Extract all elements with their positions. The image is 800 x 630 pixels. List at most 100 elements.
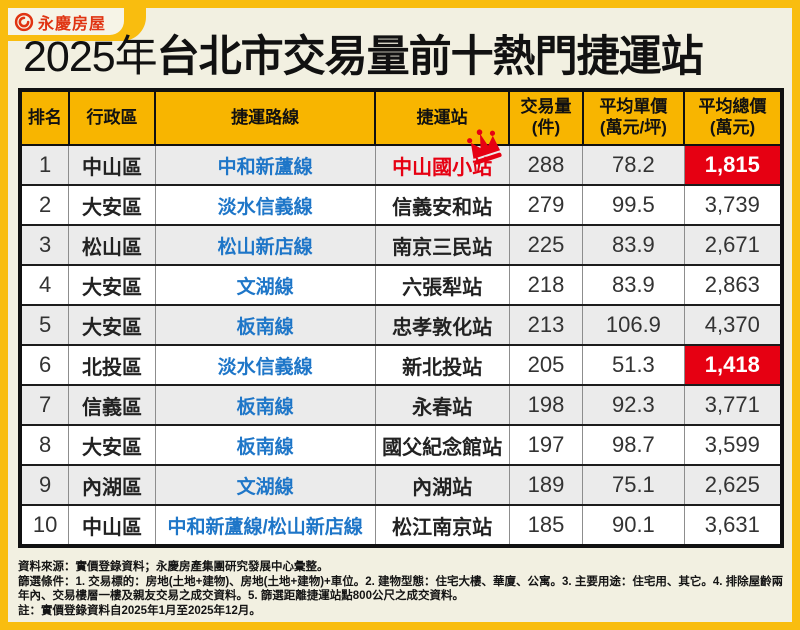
header-district: 行政區 (67, 89, 157, 146)
header-volume: 交易量 (件) (508, 89, 584, 146)
table-row: 7 信義區 板南線 永春站 198 92.3 3,771 (19, 384, 783, 425)
cell-volume: 198 (508, 384, 584, 425)
period-note: 註：實價登錄資料自2025年1月至2025年12月。 (18, 604, 788, 619)
cell-mrt-line: 淡水信義線 (154, 184, 376, 225)
table-row: 2 大安區 淡水信義線 信義安和站 279 99.5 3,739 (19, 184, 783, 225)
table-row: 9 內湖區 文湖線 內湖站 189 75.1 2,625 (19, 464, 783, 505)
cell-district: 大安區 (68, 184, 156, 225)
table-row: 3 松山區 松山新店線 南京三民站 225 83.9 2,671 (19, 224, 783, 265)
cell-total-price: 2,671 (683, 224, 783, 265)
page-title: 2025年台北市交易量前十熱門捷運站 (23, 33, 704, 81)
title-main-text: 台北市交易量前十熱門捷運站 (156, 33, 704, 81)
cell-district: 松山區 (68, 224, 156, 265)
period-text: 實價登錄資料自2025年1月至2025年12月。 (41, 604, 261, 617)
header-mrt-line: 捷運路線 (154, 89, 377, 146)
cell-rank: 5 (19, 304, 70, 345)
cell-mrt-line: 板南線 (154, 384, 376, 425)
ranking-table: 排名 行政區 捷運路線 捷運站 交易量 (件) 平均單價 (萬元/坪) 平均總價 (萬… (18, 88, 784, 548)
cell-station: 信義安和站 (374, 184, 510, 225)
cell-unit-price: 99.5 (582, 184, 685, 225)
cell-mrt-line: 板南線 (154, 424, 376, 465)
source-note: 資料來源：實價登錄資料；永慶房產集團研究發展中心彙整。 (18, 560, 788, 575)
cell-mrt-line: 文湖線 (154, 464, 376, 505)
source-label: 資料來源： (18, 561, 76, 573)
cell-station: 松江南京站 (374, 504, 510, 546)
cell-volume: 218 (508, 264, 584, 305)
cell-rank: 6 (19, 344, 70, 385)
cell-district: 中山區 (68, 144, 156, 185)
cell-unit-price: 83.9 (582, 264, 685, 305)
cell-district: 大安區 (68, 424, 156, 465)
cell-total-price: 3,599 (683, 424, 783, 465)
cell-mrt-line: 文湖線 (154, 264, 376, 305)
cell-total-price: 3,631 (683, 504, 783, 546)
cell-total-price: 2,863 (683, 264, 783, 305)
header-station: 捷運站 (374, 89, 511, 146)
cell-rank: 1 (19, 144, 70, 185)
cell-rank: 4 (19, 264, 70, 305)
header-unit-price: 平均單價 (萬元/坪) (581, 89, 686, 146)
table-row: 10 中山區 中和新蘆線/松山新店線 松江南京站 185 90.1 3,631 (19, 504, 783, 546)
cell-total-price: 1,418 (683, 344, 783, 385)
table-row: 6 北投區 淡水信義線 新北投站 205 51.3 1,418 (19, 344, 783, 385)
cell-unit-price: 51.3 (582, 344, 685, 385)
cell-unit-price: 90.1 (582, 504, 685, 546)
cell-total-price: 4,370 (683, 304, 783, 345)
cell-station: 永春站 (374, 384, 510, 425)
criteria-label: 篩選條件： (18, 575, 76, 588)
cell-total-price: 2,625 (683, 464, 783, 505)
cell-volume: 288 (508, 144, 584, 185)
table-row: 1 中山區 中和新蘆線 中山國小站 288 78.2 1,815 (19, 144, 783, 185)
cell-volume: 279 (508, 184, 584, 225)
cell-volume: 185 (508, 504, 584, 546)
yungching-logo-icon (14, 12, 34, 31)
cell-district: 信義區 (68, 384, 156, 425)
cell-station: 南京三民站 (374, 224, 510, 265)
cell-volume: 197 (508, 424, 584, 465)
cell-station: 國父紀念館站 (374, 424, 510, 465)
cell-unit-price: 78.2 (582, 144, 685, 185)
cell-rank: 10 (19, 504, 70, 546)
cell-station: 新北投站 (374, 344, 510, 385)
title-year: 2025年 (23, 33, 158, 81)
cell-district: 內湖區 (68, 464, 156, 505)
table-row: 4 大安區 文湖線 六張犁站 218 83.9 2,863 (19, 264, 783, 305)
criteria-text: 1. 交易標的：房地(土地+建物)、房地(土地+建物)+車位。2. 建物型態：住… (18, 575, 784, 603)
page-background: 永慶房屋 2025年台北市交易量前十熱門捷運站 排名 行政區 捷運路線 捷運站 … (8, 8, 792, 622)
cell-rank: 2 (19, 184, 70, 225)
cell-volume: 225 (508, 224, 584, 265)
cell-total-price: 3,771 (683, 384, 783, 425)
cell-unit-price: 92.3 (582, 384, 685, 425)
cell-total-price: 3,739 (683, 184, 783, 225)
cell-mrt-line: 中和新蘆線 (154, 144, 376, 185)
brand-logo-badge: 永慶房屋 (8, 8, 124, 35)
cell-rank: 7 (19, 384, 70, 425)
cell-station: 忠孝敦化站 (374, 304, 510, 345)
cell-unit-price: 106.9 (582, 304, 685, 345)
cell-total-price: 1,815 (683, 144, 783, 185)
cell-unit-price: 83.9 (582, 224, 685, 265)
cell-station: 內湖站 (374, 464, 510, 505)
cell-unit-price: 98.7 (582, 424, 685, 465)
cell-district: 大安區 (68, 264, 156, 305)
period-label: 註： (18, 604, 41, 617)
criteria-note: 篩選條件：1. 交易標的：房地(土地+建物)、房地(土地+建物)+車位。2. 建… (18, 575, 788, 604)
cell-rank: 3 (19, 224, 70, 265)
cell-district: 大安區 (68, 304, 156, 345)
cell-unit-price: 75.1 (582, 464, 685, 505)
cell-mrt-line: 淡水信義線 (154, 344, 376, 385)
footnotes: 資料來源：實價登錄資料；永慶房產集團研究發展中心彙整。 篩選條件：1. 交易標的… (18, 560, 788, 618)
cell-station: 中山國小站 (374, 144, 510, 185)
cell-mrt-line: 松山新店線 (154, 224, 376, 265)
cell-district: 中山區 (68, 504, 156, 546)
cell-rank: 9 (19, 464, 70, 505)
header-rank: 排名 (19, 89, 70, 146)
cell-volume: 213 (508, 304, 584, 345)
cell-mrt-line: 板南線 (154, 304, 376, 345)
cell-mrt-line: 中和新蘆線/松山新店線 (154, 504, 376, 546)
header-total-price: 平均總價 (萬元) (683, 89, 783, 146)
brand-name: 永慶房屋 (38, 15, 107, 33)
cell-volume: 189 (508, 464, 584, 505)
cell-rank: 8 (19, 424, 70, 465)
